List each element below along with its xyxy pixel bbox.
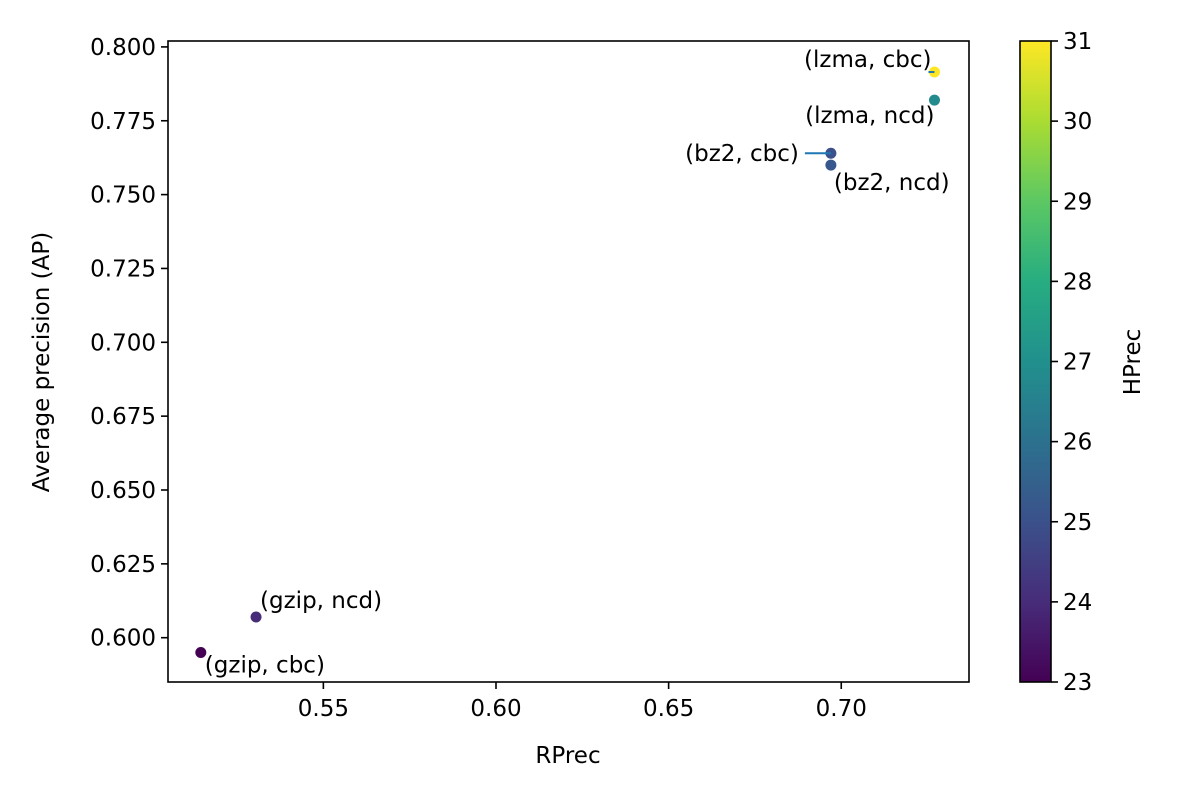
colorbar-tick-label: 27 <box>1063 350 1092 376</box>
colorbar-ticks: 23 24 25 26 27 28 29 30 31 <box>1051 29 1092 696</box>
plot-area-frame <box>167 40 970 683</box>
scatter-point <box>928 94 940 106</box>
colorbar-tick-label: 30 <box>1063 109 1092 135</box>
y-axis-title: Average precision (AP) <box>29 232 55 492</box>
scatter-point <box>825 159 837 171</box>
y-tick-label: 0.700 <box>90 330 156 356</box>
point-labels: (gzip, cbc) (gzip, ncd) (bz2, cbc) (bz2, nc… <box>205 47 950 678</box>
y-tick-label: 0.675 <box>90 404 156 430</box>
colorbar-tick-label: 24 <box>1063 590 1092 616</box>
point-label: (gzip, ncd) <box>260 588 382 614</box>
x-axis-ticks: 0.55 0.60 0.65 0.70 <box>298 682 867 722</box>
x-axis-title: RPrec <box>535 743 600 769</box>
y-tick-label: 0.800 <box>90 35 156 61</box>
point-label: (lzma, ncd) <box>805 103 934 129</box>
y-tick-label: 0.650 <box>90 478 156 504</box>
y-tick-label: 0.725 <box>90 256 156 282</box>
x-tick-label: 0.55 <box>298 696 349 722</box>
x-tick-label: 0.70 <box>816 696 867 722</box>
colorbar-tick-label: 26 <box>1063 430 1092 456</box>
point-label: (gzip, cbc) <box>205 652 325 678</box>
colorbar-tick-label: 28 <box>1063 269 1092 295</box>
colorbar <box>1019 40 1052 683</box>
colorbar-tick-label: 31 <box>1063 29 1092 55</box>
x-tick-label: 0.65 <box>643 696 694 722</box>
scatter-point <box>250 611 262 623</box>
y-tick-label: 0.600 <box>90 626 156 652</box>
y-axis-ticks: 0.600 0.625 0.650 0.675 0.700 0.725 0.750 0.775… <box>90 35 168 652</box>
point-label: (lzma, cbc) <box>804 47 931 73</box>
point-label: (bz2, ncd) <box>834 170 950 196</box>
colorbar-tick-label: 29 <box>1063 189 1092 215</box>
colorbar-tick-label: 23 <box>1063 670 1092 696</box>
scatter-points <box>195 66 940 658</box>
colorbar-title: HPrec <box>1120 329 1146 396</box>
y-tick-label: 0.775 <box>90 109 156 135</box>
y-tick-label: 0.625 <box>90 552 156 578</box>
scatter-point <box>195 646 207 658</box>
colorbar-tick-label: 25 <box>1063 510 1092 536</box>
x-tick-label: 0.60 <box>470 696 521 722</box>
point-label: (bz2, cbc) <box>685 141 799 167</box>
y-tick-label: 0.750 <box>90 183 156 209</box>
